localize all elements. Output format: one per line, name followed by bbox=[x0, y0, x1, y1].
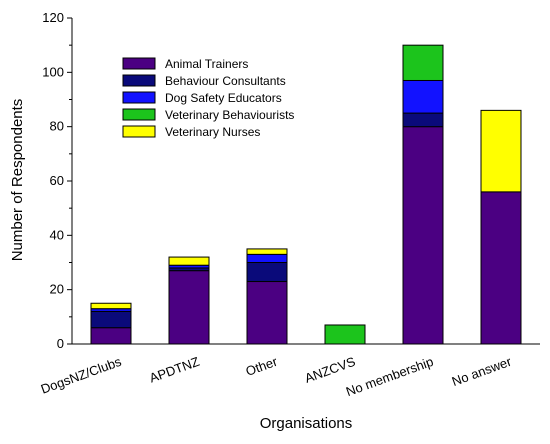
bar-segment-other-animal-trainers bbox=[246, 281, 288, 345]
bar-segment-no-answer-veterinary-nurses bbox=[480, 109, 522, 193]
x-tick-label: No membership bbox=[344, 354, 435, 399]
legend-swatch bbox=[122, 108, 156, 121]
legend-swatch bbox=[122, 74, 156, 87]
y-tick-label: 20 bbox=[50, 282, 64, 297]
legend-swatch bbox=[122, 91, 156, 104]
x-tick-label: No answer bbox=[450, 354, 514, 390]
legend-swatch bbox=[122, 125, 156, 138]
bar-segment-no-membership-behaviour-consultants bbox=[402, 112, 444, 128]
bar-segment-no-membership-dog-safety-educators bbox=[402, 79, 444, 114]
bar-segment-dogsnz-clubs-behaviour-consultants bbox=[90, 310, 132, 329]
x-axis-label: Organisations bbox=[260, 415, 353, 432]
bar-segment-other-dog-safety-educators bbox=[246, 253, 288, 264]
legend-label: Veterinary Behaviourists bbox=[165, 108, 294, 122]
y-tick-label: 120 bbox=[42, 10, 64, 25]
x-tick-label: Other bbox=[244, 354, 280, 379]
y-tick-label: 100 bbox=[42, 64, 64, 79]
bar-segment-other-behaviour-consultants bbox=[246, 262, 288, 283]
legend-label: Dog Safety Educators bbox=[165, 91, 282, 105]
y-tick-label: 80 bbox=[50, 119, 64, 134]
y-tick-label: 40 bbox=[50, 227, 64, 242]
bar-segment-apdtnz-animal-trainers bbox=[168, 270, 210, 345]
bars-layer bbox=[90, 44, 522, 345]
bar-segment-dogsnz-clubs-veterinary-nurses bbox=[90, 302, 132, 310]
y-tick-label: 60 bbox=[50, 173, 64, 188]
bar-segment-no-membership-veterinary-behaviourists bbox=[402, 44, 444, 81]
bar-segment-apdtnz-veterinary-nurses bbox=[168, 256, 210, 266]
bar-segment-other-veterinary-nurses bbox=[246, 248, 288, 255]
legend: Animal Trainers Behaviour Consultants Dog … bbox=[122, 57, 294, 139]
bar-segment-anzcvs-veterinary-behaviourists bbox=[324, 324, 366, 345]
bar-segment-dogsnz-clubs-animal-trainers bbox=[90, 327, 132, 345]
y-tick-label: 0 bbox=[57, 336, 64, 351]
bar-segment-no-answer-animal-trainers bbox=[480, 191, 522, 345]
bar-segment-no-membership-animal-trainers bbox=[402, 126, 444, 345]
x-tick-label: ANZCVS bbox=[303, 354, 358, 386]
x-tick-label: APDTNZ bbox=[147, 354, 201, 386]
legend-label: Veterinary Nurses bbox=[165, 125, 260, 139]
y-axis-label: Number of Respondents bbox=[9, 99, 26, 262]
x-tick-label: DogsNZ/Clubs bbox=[39, 354, 124, 397]
legend-label: Behaviour Consultants bbox=[165, 74, 286, 88]
legend-label: Animal Trainers bbox=[165, 57, 248, 71]
legend-swatch bbox=[122, 57, 156, 70]
